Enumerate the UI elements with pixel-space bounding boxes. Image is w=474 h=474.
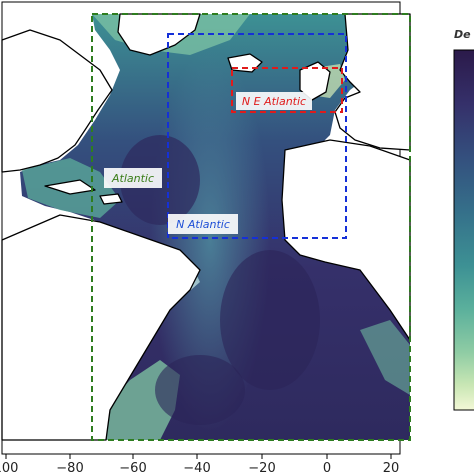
africa: [281, 139, 411, 341]
lon-axis: 100 −80 −60 −40 −20 0 20: [0, 454, 399, 474]
atlantic-label: Atlantic: [111, 172, 154, 185]
colorbar-label: De: [454, 28, 471, 41]
cuba: [44, 179, 96, 195]
n-atlantic-label-bg: [168, 214, 238, 234]
greenland: [117, 13, 201, 56]
land-masses: [1, 13, 411, 441]
ne-atlantic-region-box: [231, 67, 343, 113]
lon-tick-label: 100: [0, 461, 18, 474]
atlantic-region-box: [91, 13, 411, 441]
lon-tick-label: −20: [248, 461, 275, 474]
hispaniola: [99, 193, 123, 205]
ne-atlantic-label-bg: [236, 92, 312, 110]
british-isles: [299, 61, 331, 101]
south-america: [1, 214, 201, 441]
deep-basin-south: [220, 250, 320, 390]
n-atlantic-label: N Atlantic: [176, 218, 230, 231]
lon-tick-label: −40: [183, 461, 210, 474]
lon-tick-label: −60: [119, 461, 146, 474]
lon-tick-label: 20: [383, 461, 400, 474]
deep-basin-argentine: [155, 355, 245, 425]
lon-tick-label: −80: [56, 461, 83, 474]
atlantic-label-bg: [104, 168, 162, 188]
n-atlantic-region-box: [167, 33, 347, 239]
colorbar: [453, 49, 474, 411]
shelf-southafrica: [360, 320, 410, 395]
ne-atlantic-label: N E Atlantic: [242, 95, 306, 108]
lon-tick-label: 0: [323, 461, 331, 474]
